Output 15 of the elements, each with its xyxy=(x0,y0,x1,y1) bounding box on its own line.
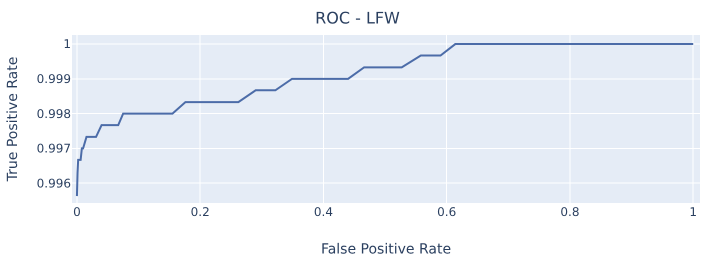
y-tick-label: 0.996 xyxy=(36,176,71,190)
x-tick-label: 0.6 xyxy=(437,205,456,219)
y-tick-label: 0.999 xyxy=(36,72,71,86)
y-tick-label: 1 xyxy=(63,37,71,52)
y-axis-title: True Positive Rate xyxy=(5,56,22,182)
x-tick-label: 1 xyxy=(689,205,698,219)
line-series xyxy=(76,43,694,198)
x-tick-label: 0 xyxy=(73,205,81,219)
x-axis-title: False Positive Rate xyxy=(320,241,452,258)
x-tick-label: 0.4 xyxy=(314,205,333,219)
x-tick-label: 0.8 xyxy=(560,205,580,219)
x-tick-label: 0.2 xyxy=(190,205,210,219)
chart-title: ROC - LFW xyxy=(315,8,400,28)
y-tick-label: 0.997 xyxy=(36,142,71,156)
y-tick-label: 0.998 xyxy=(36,106,71,121)
